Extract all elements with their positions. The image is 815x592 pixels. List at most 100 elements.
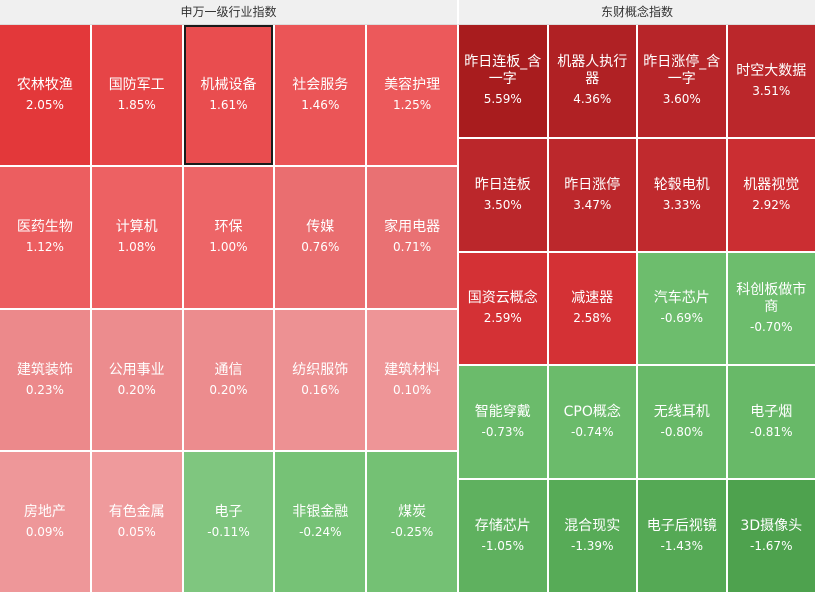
em-concept-index-panel: 东财概念指数 昨日连板_含一字 5.59% 机器人执行器 4.36% 昨日涨停_含一字 3…	[457, 0, 815, 592]
industry-tile[interactable]: 通信 0.20%	[183, 309, 274, 450]
tile-change-percent: 0.20%	[209, 382, 248, 397]
tile-label: 纺织服饰	[292, 361, 349, 378]
tile-label: 昨日涨停	[564, 176, 621, 193]
concept-tile[interactable]: 无线耳机 -0.80%	[638, 366, 726, 479]
tile-change-percent: 0.20%	[117, 382, 156, 397]
tile-change-percent: 4.36%	[573, 92, 612, 107]
industry-tile[interactable]: 煤炭 -0.25%	[367, 451, 457, 592]
tile-label: 电子	[214, 503, 243, 520]
industry-tile[interactable]: 公用事业 0.20%	[91, 309, 182, 450]
tile-label: 混合现实	[564, 518, 621, 535]
tile-label: CPO概念	[563, 404, 621, 421]
tile-label: 房地产	[23, 503, 66, 520]
tile-change-percent: -1.05%	[481, 539, 524, 554]
tile-label: 智能穿戴	[474, 404, 531, 421]
tile-change-percent: 0.76%	[301, 240, 340, 255]
tile-label: 机器视觉	[743, 176, 800, 193]
tile-label: 时空大数据	[736, 62, 807, 79]
tile-change-percent: 0.09%	[25, 524, 64, 539]
tile-label: 电子烟	[750, 404, 793, 421]
tile-change-percent: -0.80%	[660, 425, 703, 440]
industry-tile[interactable]: 传媒 0.76%	[275, 167, 366, 308]
tile-change-percent: 3.50%	[483, 197, 522, 212]
concept-tile[interactable]: 电子后视镜 -1.43%	[638, 480, 726, 592]
tile-label: 计算机	[115, 219, 158, 236]
tile-label: 农林牧渔	[16, 77, 73, 94]
tile-change-percent: -0.74%	[571, 425, 614, 440]
concept-tile[interactable]: 智能穿戴 -0.73%	[459, 366, 547, 479]
tile-change-percent: -0.25%	[390, 524, 434, 539]
concept-tile[interactable]: 3D摄像头 -1.67%	[727, 480, 815, 592]
tile-label: 有色金属	[108, 503, 165, 520]
industry-tile[interactable]: 计算机 1.08%	[91, 167, 182, 308]
industry-tile[interactable]: 纺织服饰 0.16%	[275, 309, 366, 450]
tile-change-percent: 1.12%	[25, 240, 64, 255]
tile-change-percent: 2.05%	[25, 98, 64, 113]
concept-tile[interactable]: 混合现实 -1.39%	[548, 480, 636, 592]
tile-change-percent: -0.81%	[750, 425, 793, 440]
industry-tile[interactable]: 环保 1.00%	[183, 167, 274, 308]
tile-change-percent: 1.25%	[393, 98, 432, 113]
tile-label: 社会服务	[292, 77, 349, 94]
concept-tile[interactable]: 存储芯片 -1.05%	[459, 480, 547, 592]
tile-change-percent: -0.24%	[299, 524, 342, 539]
concept-tile[interactable]: 昨日涨停_含一字 3.60%	[638, 25, 726, 137]
tile-label: 家用电器	[384, 219, 441, 236]
tile-change-percent: 1.08%	[117, 240, 156, 255]
industry-tile[interactable]: 国防军工 1.85%	[91, 25, 182, 166]
tile-label: 昨日涨停_含一字	[643, 54, 721, 88]
panel-title: 申万一级行业指数	[0, 0, 457, 25]
tile-label: 机械设备	[200, 77, 257, 94]
industry-tile[interactable]: 有色金属 0.05%	[91, 451, 182, 592]
tile-label: 3D摄像头	[740, 518, 803, 535]
industry-tile[interactable]: 美容护理 1.25%	[367, 25, 457, 166]
concept-tile[interactable]: 减速器 2.58%	[548, 252, 636, 365]
tile-change-percent: 0.05%	[117, 524, 156, 539]
tile-change-percent: 2.58%	[573, 311, 612, 326]
industry-tile[interactable]: 医药生物 1.12%	[0, 167, 90, 308]
concept-tile[interactable]: 昨日连板 3.50%	[459, 138, 547, 251]
tile-label: 国防军工	[108, 77, 165, 94]
tile-change-percent: 5.59%	[483, 92, 522, 107]
tile-change-percent: 2.59%	[483, 311, 522, 326]
tile-label: 公用事业	[108, 361, 165, 378]
tile-label: 传媒	[306, 219, 335, 236]
concept-tile[interactable]: CPO概念 -0.74%	[548, 366, 636, 479]
tile-change-percent: -0.11%	[207, 524, 250, 539]
tile-label: 煤炭	[398, 503, 427, 520]
tile-label: 机器人执行器	[557, 54, 628, 88]
industry-tile[interactable]: 电子 -0.11%	[183, 451, 274, 592]
concept-tile[interactable]: 国资云概念 2.59%	[459, 252, 547, 365]
tile-change-percent: 3.33%	[662, 197, 701, 212]
concept-tile[interactable]: 机器视觉 2.92%	[727, 138, 815, 251]
industry-tile[interactable]: 机械设备 1.61%	[183, 25, 274, 166]
industry-tile[interactable]: 家用电器 0.71%	[367, 167, 457, 308]
industry-tile[interactable]: 非银金融 -0.24%	[275, 451, 366, 592]
tile-label: 建筑材料	[384, 361, 441, 378]
industry-tile[interactable]: 建筑装饰 0.23%	[0, 309, 90, 450]
tile-change-percent: 1.00%	[209, 240, 248, 255]
industry-tile[interactable]: 社会服务 1.46%	[275, 25, 366, 166]
tile-change-percent: 3.47%	[573, 197, 612, 212]
concept-tile[interactable]: 昨日连板_含一字 5.59%	[459, 25, 547, 137]
concept-tile[interactable]: 汽车芯片 -0.69%	[638, 252, 726, 365]
industry-treemap: 农林牧渔 2.05% 国防军工 1.85% 机械设备 1.61% 社会服务 1.46% 美容护理…	[0, 25, 457, 592]
tile-label: 汽车芯片	[653, 290, 710, 307]
panel-title: 东财概念指数	[457, 0, 815, 25]
tile-change-percent: -0.70%	[750, 319, 793, 334]
tile-change-percent: 1.61%	[209, 98, 248, 113]
concept-tile[interactable]: 轮毂电机 3.33%	[638, 138, 726, 251]
tile-label: 存储芯片	[474, 518, 531, 535]
tile-change-percent: 3.60%	[662, 92, 701, 107]
concept-tile[interactable]: 科创板做市商 -0.70%	[727, 252, 815, 365]
industry-tile[interactable]: 农林牧渔 2.05%	[0, 25, 90, 166]
tile-change-percent: 2.92%	[752, 197, 791, 212]
tile-change-percent: -1.43%	[660, 539, 703, 554]
concept-tile[interactable]: 时空大数据 3.51%	[727, 25, 815, 137]
concept-tile[interactable]: 机器人执行器 4.36%	[548, 25, 636, 137]
concept-tile[interactable]: 昨日涨停 3.47%	[548, 138, 636, 251]
industry-tile[interactable]: 房地产 0.09%	[0, 451, 90, 592]
tile-label: 减速器	[571, 290, 614, 307]
concept-tile[interactable]: 电子烟 -0.81%	[727, 366, 815, 479]
industry-tile[interactable]: 建筑材料 0.10%	[367, 309, 457, 450]
